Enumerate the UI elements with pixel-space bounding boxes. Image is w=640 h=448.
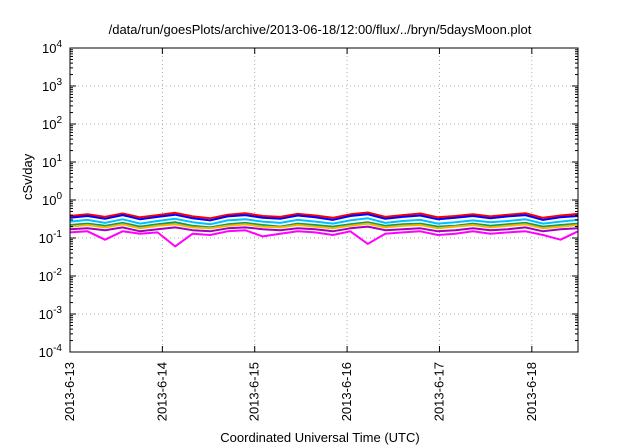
y-tick-label: 102: [42, 115, 62, 132]
y-tick-label: 10-3: [39, 305, 63, 322]
x-tick-label: 2013-6-13: [62, 362, 77, 421]
x-tick-label: 2013-6-15: [247, 362, 262, 421]
y-tick-label: 10-2: [39, 267, 63, 284]
series-line-4: [69, 221, 579, 229]
y-tick-label: 10-1: [39, 229, 63, 246]
series-line-7: [69, 229, 579, 248]
x-tick-label: 2013-6-17: [431, 362, 446, 421]
y-tick-label: 104: [42, 39, 62, 56]
series-line-6: [69, 225, 579, 233]
series-line-1: [69, 211, 579, 220]
y-tick-label: 101: [42, 153, 62, 170]
series-line-5: [69, 222, 579, 230]
axis-ticks: 10-4 10-3 10-2 10-1 100 101 102 103 104 2013-6-13…: [39, 39, 578, 421]
x-tick-label: 2013-6-14: [154, 362, 169, 421]
series-line-2: [69, 213, 579, 222]
grid-lines: [70, 48, 578, 352]
x-tick-label: 2013-6-16: [339, 362, 354, 421]
y-tick-label: 103: [42, 77, 62, 94]
x-tick-label: 2013-6-18: [524, 362, 539, 421]
y-tick-label: 100: [42, 191, 62, 208]
x-axis-label: Coordinated Universal Time (UTC): [220, 430, 420, 445]
series-lines: [69, 211, 579, 248]
series-line-3: [69, 217, 579, 226]
chart-title: /data/run/goesPlots/archive/2013-06-18/1…: [108, 22, 532, 37]
y-tick-label: 10-4: [39, 343, 63, 360]
